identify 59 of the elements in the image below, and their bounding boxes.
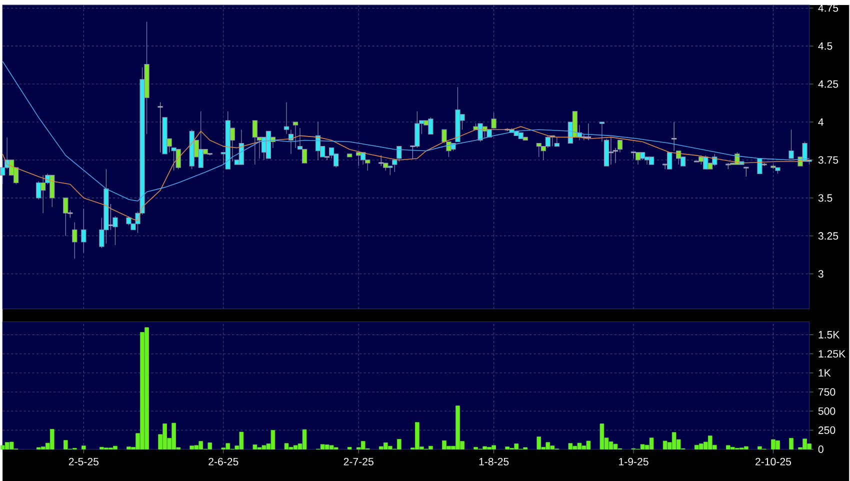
x-tick-label: 2-7-25 — [344, 458, 374, 466]
y-tick-label: 3 — [818, 270, 824, 278]
y-tick-label: 1.25K — [818, 350, 846, 358]
bar — [284, 443, 289, 450]
candlestick — [757, 158, 762, 174]
candlestick — [207, 153, 212, 156]
candlestick — [324, 156, 330, 160]
candlestick — [586, 123, 592, 140]
candlestick — [667, 152, 672, 170]
y-tick-label: 4.25 — [818, 80, 838, 88]
x-tick-label: 1-8-25 — [479, 458, 509, 466]
y-tick-label: 4.5 — [818, 42, 832, 50]
bar — [568, 443, 573, 450]
y-tick-label: 750 — [818, 388, 836, 396]
candlestick — [788, 129, 794, 159]
candlestick — [635, 152, 641, 165]
candlestick — [762, 162, 767, 166]
candlestick — [63, 198, 68, 236]
candlestick — [266, 130, 272, 159]
y-tick-label: 1K — [818, 369, 831, 376]
y-tick-label: 0 — [818, 445, 824, 453]
bar — [252, 444, 258, 450]
candlestick — [554, 136, 560, 147]
y-tick-label: 3.5 — [818, 194, 832, 202]
bar — [649, 438, 654, 450]
candlestick — [378, 155, 384, 166]
candlestick — [648, 156, 654, 165]
candlestick — [414, 111, 420, 148]
bar — [347, 446, 352, 450]
candlestick — [617, 140, 623, 153]
candlestick — [252, 120, 258, 165]
x-tick-label: 2-5-25 — [68, 458, 99, 466]
bar — [82, 446, 86, 450]
y-tick-label: 500 — [818, 407, 836, 415]
y-tick-label: 250 — [818, 426, 836, 434]
candlestick — [68, 210, 73, 218]
candlestick — [238, 129, 244, 165]
candlestick — [81, 208, 86, 253]
x-tick-label: 1-9-25 — [619, 458, 648, 466]
x-tick-label: 2-6-25 — [208, 458, 238, 466]
candlestick — [112, 216, 118, 246]
candlestick — [315, 122, 321, 160]
candlestick — [608, 136, 614, 165]
candlestick — [347, 154, 352, 158]
candlestick — [522, 136, 528, 140]
bar — [789, 438, 794, 450]
y-tick-label: 4 — [818, 118, 824, 126]
candlestick — [744, 166, 749, 177]
y-tick-label: 1.5K — [818, 330, 840, 338]
x-tick-label: 2-10-25 — [756, 458, 792, 466]
candlestick — [630, 152, 636, 159]
bar — [302, 429, 307, 450]
candlestick — [662, 164, 668, 170]
candlestick — [72, 222, 78, 259]
candlestick — [383, 162, 388, 171]
bar — [600, 423, 604, 450]
candlestick — [640, 152, 646, 160]
y-tick-label: 3.75 — [818, 156, 838, 164]
y-tick-label: 3.25 — [818, 232, 838, 240]
